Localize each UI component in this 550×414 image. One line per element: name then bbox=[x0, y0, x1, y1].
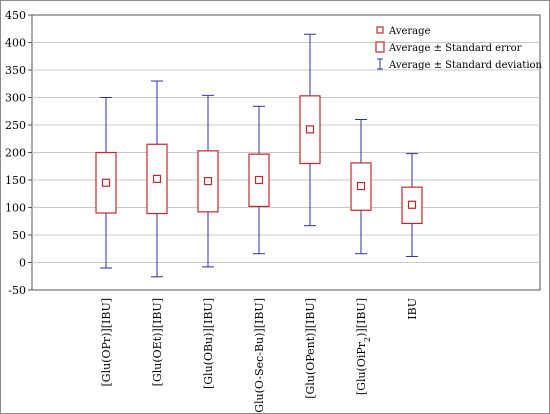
y-tick-label: 50 bbox=[12, 229, 26, 242]
box-group bbox=[197, 94, 219, 268]
x-category-label: [Glu(OiPr2)][IBU] bbox=[355, 298, 372, 395]
box-group bbox=[146, 80, 168, 278]
legend-item: Average ± Standard deviation bbox=[377, 58, 543, 71]
mean-marker bbox=[407, 200, 417, 209]
legend-mean-swatch bbox=[376, 26, 384, 34]
legend-item: Average bbox=[376, 26, 431, 37]
x-category-label: [Glu(O-Sec-Bu)][IBU] bbox=[253, 298, 266, 414]
box-group bbox=[95, 97, 117, 269]
mean-marker bbox=[101, 178, 111, 187]
data-boxes bbox=[95, 33, 423, 278]
y-tick-label: 150 bbox=[5, 174, 26, 187]
legend-item: Average ± Standard error bbox=[375, 41, 522, 54]
legend-label: Average ± Standard error bbox=[388, 43, 522, 54]
y-tick-label: 0 bbox=[19, 257, 26, 270]
y-tick-label: -50 bbox=[8, 284, 26, 297]
mean-marker bbox=[305, 125, 315, 134]
y-axis-ticks: -50 0 50 100 150 200 250 300 350 400 450 bbox=[5, 9, 32, 297]
x-category-label: [Glu(OPr)][IBU] bbox=[100, 298, 113, 387]
box-group bbox=[248, 105, 270, 255]
x-category-label: [Glu(OPent)][IBU] bbox=[304, 298, 317, 399]
y-tick-label: 250 bbox=[5, 119, 26, 132]
legend-se-swatch bbox=[375, 41, 385, 53]
mean-marker bbox=[356, 181, 366, 191]
x-axis-category-labels: [Glu(OPr)][IBU] [Glu(OEt)][IBU] [Glu(OBu)]… bbox=[100, 298, 419, 414]
x-category-label: [Glu(OEt)][IBU] bbox=[151, 298, 164, 386]
y-tick-label: 100 bbox=[5, 202, 26, 215]
x-category-label: IBU bbox=[406, 298, 419, 320]
y-tick-label: 200 bbox=[5, 147, 26, 160]
y-tick-label: 300 bbox=[5, 92, 26, 105]
legend-label: Average ± Standard deviation bbox=[388, 60, 543, 71]
mean-marker bbox=[152, 174, 162, 183]
y-tick-label: 400 bbox=[5, 37, 26, 50]
legend: Average Average ± Standard error Average ±… bbox=[375, 26, 543, 71]
y-tick-label: 450 bbox=[5, 9, 26, 22]
box-group bbox=[350, 119, 372, 255]
box-group bbox=[299, 33, 321, 227]
legend-label: Average bbox=[388, 26, 431, 37]
mean-marker bbox=[203, 177, 213, 186]
mean-marker bbox=[254, 175, 264, 185]
box-group bbox=[401, 153, 423, 257]
x-category-label: [Glu(OBu)][IBU] bbox=[202, 298, 215, 389]
grid-lines bbox=[32, 42, 540, 263]
y-tick-label: 350 bbox=[5, 64, 26, 77]
